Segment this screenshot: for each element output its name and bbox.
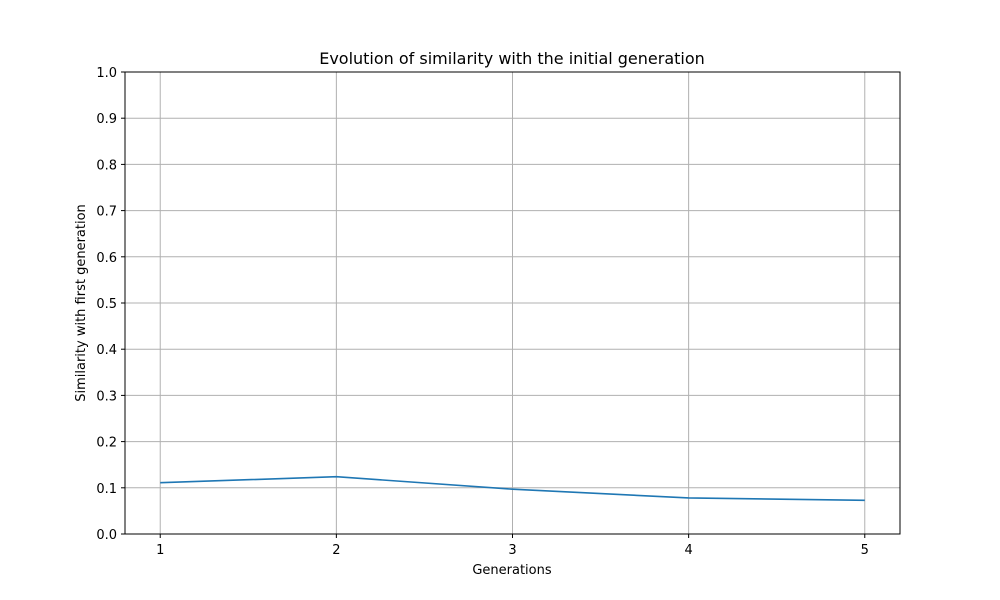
chart-title: Evolution of similarity with the initial… [319,49,705,68]
y-tick-label: 1.0 [96,66,117,81]
x-axis: 1 2 3 4 5 [156,534,869,558]
y-axis: 0.0 0.1 0.2 0.3 0.4 0.5 0.6 0.7 0.8 0.9 1.0 [96,66,125,543]
series-line [160,475,865,502]
x-axis-label: Generations [472,563,552,578]
x-tick-label: 5 [861,543,869,558]
x-tick-label: 3 [508,543,516,558]
y-tick-label: 0.5 [96,297,117,312]
y-tick-label: 0.6 [96,251,117,266]
x-tick-label: 1 [156,543,164,558]
y-tick-label: 0.7 [96,205,117,220]
y-tick-label: 0.8 [96,158,117,173]
series-layer [160,475,865,502]
grid [125,71,900,535]
y-tick-label: 0.1 [96,482,117,497]
y-tick-label: 0.4 [96,343,117,358]
x-tick-label: 2 [332,543,340,558]
y-tick-label: 0.0 [96,528,117,543]
y-tick-label: 0.3 [96,389,117,404]
y-tick-label: 0.9 [96,112,117,127]
x-tick-label: 4 [684,543,692,558]
y-axis-label: Similarity with first generation [74,204,89,402]
y-tick-label: 0.2 [96,436,117,451]
